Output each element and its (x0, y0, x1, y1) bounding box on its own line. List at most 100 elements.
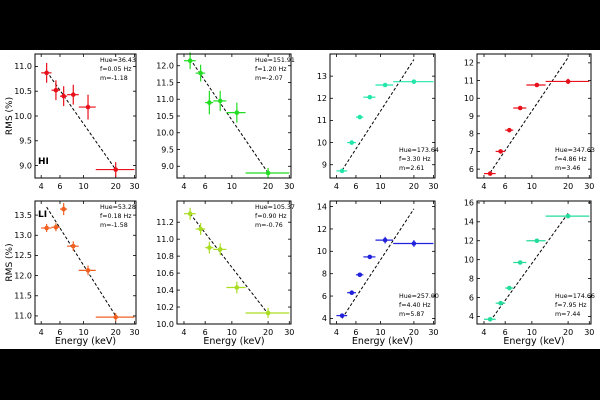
x-tick-label: 30 (428, 328, 438, 337)
y-tick-label: 11.0 (14, 312, 32, 321)
point-marker (382, 237, 388, 243)
data-point (483, 316, 496, 322)
y-tick-label: 10.0 (156, 129, 174, 138)
data-point (51, 80, 60, 101)
data-point (393, 240, 434, 247)
annotation-line: f=0.90 Hz (255, 213, 287, 220)
point-marker (565, 79, 571, 84)
data-point (205, 241, 214, 254)
y-tick-label: 10.0 (14, 112, 32, 121)
subplot-5: 4 6 10 20 30 11.0 11.5 12.0 12.5 13.0 13.5 Hue=53.2… (5, 200, 140, 347)
point-marker (44, 70, 49, 76)
axes-frame (329, 53, 436, 179)
panel-tag: HI (38, 157, 49, 167)
axes-frame (476, 53, 592, 179)
x-tick-label: 20 (409, 182, 419, 191)
data-point (347, 140, 356, 145)
point-marker (265, 170, 271, 176)
point-marker (265, 310, 271, 316)
data-point (375, 82, 394, 88)
point-marker (198, 226, 203, 232)
rms-energy-figure: 4 6 10 20 309.09.510.010.511.0Hue=36.43f=0.0… (5, 52, 595, 347)
point-marker (534, 82, 540, 88)
y-tick-label: 12 (317, 225, 327, 234)
x-tick-label: 20 (563, 328, 573, 337)
point-marker (207, 245, 212, 250)
point-marker (534, 238, 540, 244)
annotation-line: m=-1.18 (100, 75, 128, 82)
data-point (513, 260, 527, 265)
data-point (59, 86, 68, 107)
data-point (213, 243, 227, 256)
point-marker (565, 213, 571, 219)
annotation-line: Hue=151.91 (255, 57, 295, 64)
subplot-8: 4 6 10 20 30 4 6 8 10 12 14 16 Hue=174.66 f=7.95 Hz m=… (464, 199, 595, 347)
point-marker (367, 254, 373, 260)
data-point (393, 79, 434, 84)
data-point (205, 90, 214, 115)
annotation-line: f=0.18 Hz (100, 213, 132, 220)
y-tick-label: 9.5 (19, 137, 32, 146)
data-point (245, 167, 290, 178)
annotation-line: f=3.30 Hz (399, 156, 431, 163)
point-marker (339, 313, 345, 318)
data-point (495, 300, 506, 306)
point-marker (44, 225, 49, 231)
axes-frame (34, 53, 137, 179)
data-point (95, 313, 135, 322)
y-tick-label: 8 (469, 130, 474, 139)
point-marker (357, 272, 363, 278)
point-marker (234, 285, 240, 290)
y-tick-label: 11 (317, 116, 327, 125)
point-marker (517, 105, 523, 111)
data-point (505, 127, 514, 133)
x-tick-label: 4 (181, 182, 186, 191)
y-tick-label: 10.6 (156, 269, 174, 278)
y-tick-label: 10 (317, 138, 327, 147)
annotation-line: Hue=347.63 (555, 147, 595, 154)
axes-frame (329, 200, 436, 325)
x-tick-label: 4 (39, 328, 44, 337)
y-tick-label: 11.2 (156, 218, 174, 227)
point-marker (349, 290, 355, 295)
y-tick-label: 10 (317, 247, 327, 256)
x-tick-label: 6 (503, 182, 508, 191)
point-marker (234, 110, 240, 115)
data-point (363, 94, 376, 100)
data-point (78, 94, 96, 120)
point-marker (349, 140, 355, 145)
x-tick-label: 4 (481, 182, 486, 191)
y-axis-label: RMS (%) (5, 97, 15, 135)
point-marker (487, 171, 493, 176)
annotation-line: f=7.95 Hz (555, 302, 587, 309)
x-tick-label: 10 (79, 182, 89, 191)
subplot-3: 4 6 10 20 30 9 10 11 12 13 Hue=173.64 f=3.30 Hz m=2.… (317, 53, 439, 191)
point-marker (217, 247, 223, 252)
data-point (526, 238, 546, 244)
annotation-line: m=5.87 (399, 311, 424, 318)
axes-frame (176, 200, 292, 325)
point-marker (487, 316, 493, 322)
point-marker (367, 94, 373, 100)
y-tick-label: 6 (322, 292, 327, 301)
y-tick-label: 12.5 (14, 251, 32, 260)
y-tick-label: 16 (464, 199, 474, 208)
data-point (183, 207, 196, 220)
point-marker (198, 70, 203, 76)
point-marker (339, 168, 345, 174)
y-tick-label: 6 (469, 165, 474, 174)
x-tick-label: 20 (409, 328, 419, 337)
data-point (336, 168, 348, 174)
y-tick-label: 4 (322, 314, 327, 323)
x-tick-label: 6 (203, 328, 208, 337)
subplot-6: 4 6 10 20 30 10.0 10.2 10.4 10.6 10.8 11.0 11.2 Hue=… (156, 200, 295, 347)
data-point (336, 313, 348, 318)
data-point (226, 102, 246, 123)
x-tick-label: 4 (181, 328, 186, 337)
subplot-2: 4 6 10 20 30 9.0 9.5 10.0 10.5 11.0 11.5 12.0 Hue=15… (156, 52, 295, 191)
y-tick-label: 10 (464, 94, 474, 103)
point-marker (411, 79, 417, 84)
y-tick-label: 7 (469, 147, 474, 156)
